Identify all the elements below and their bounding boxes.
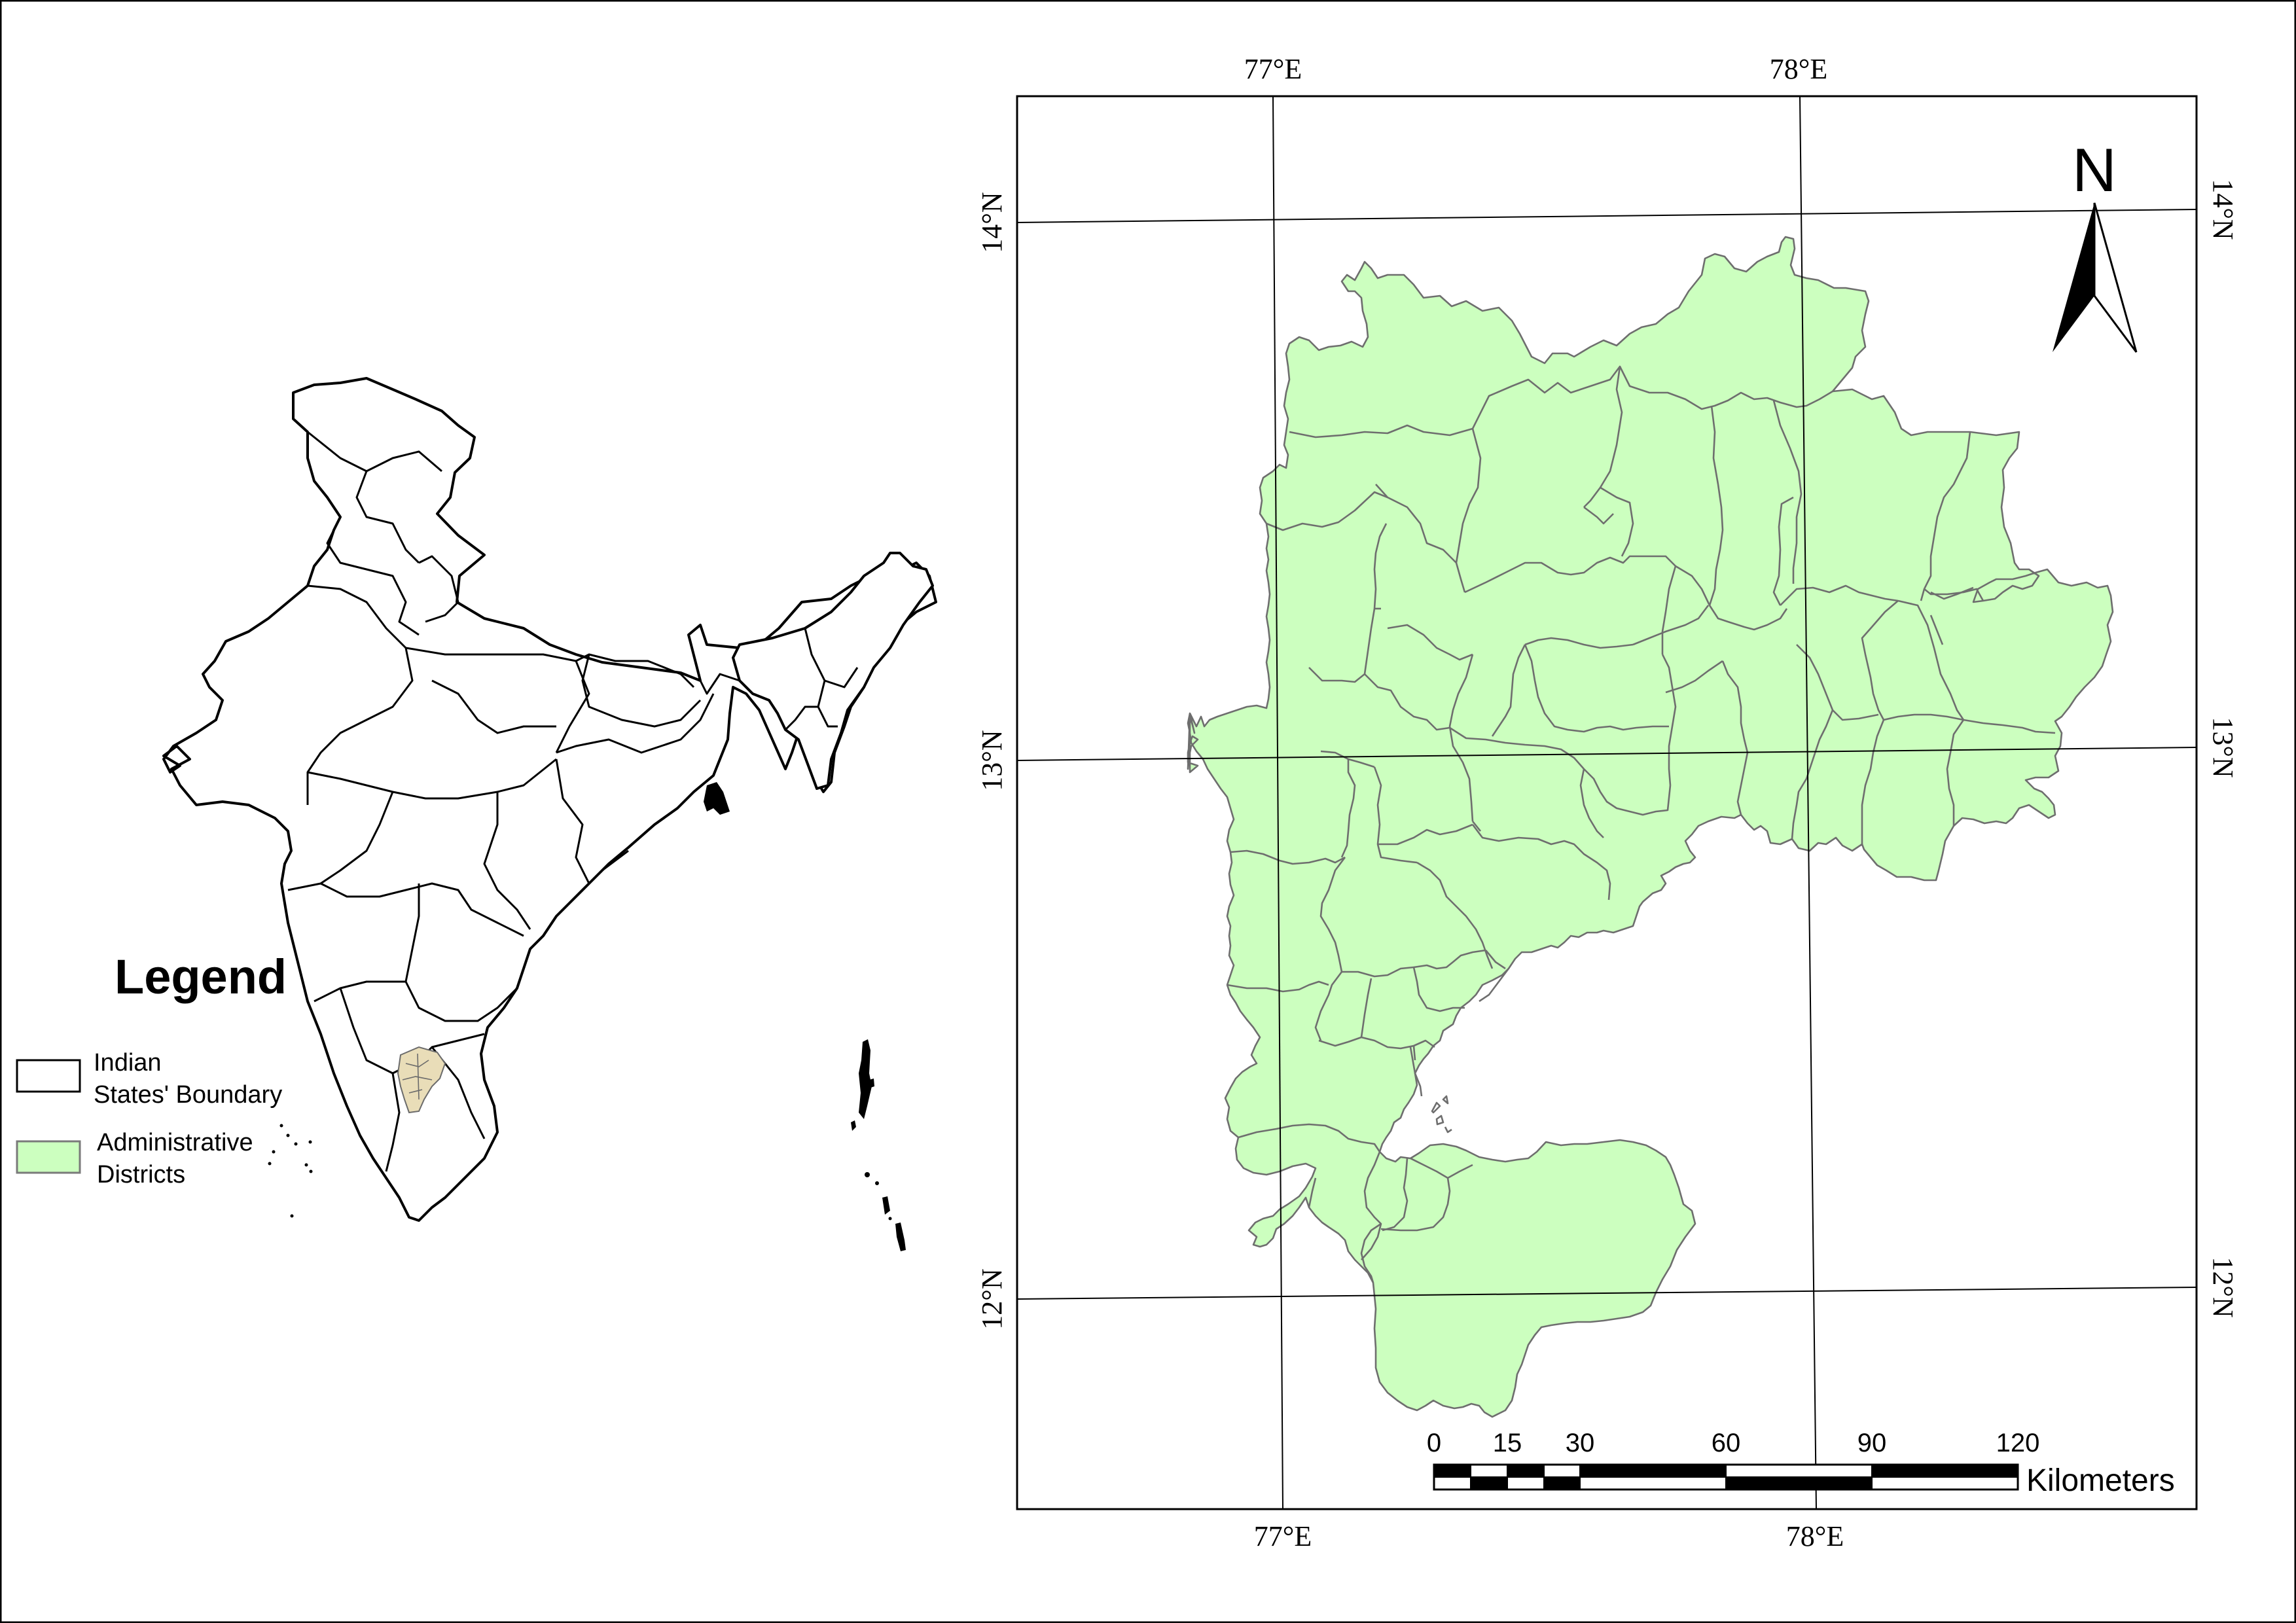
parallel-12n [1016, 1287, 2197, 1300]
legend-title: Legend [115, 950, 287, 1004]
legend-label-districts-line2: Districts [97, 1161, 185, 1188]
graticule-labels: 77°E 78°E 77°E 78°E 14°N 13°N 12°N 14°N … [976, 53, 2239, 1552]
scale-tick-60: 60 [1712, 1429, 1741, 1457]
scale-bar: 0 15 30 60 90 120 Kilometers [1427, 1429, 2175, 1498]
legend-label-districts-line1: Administrative [97, 1129, 253, 1156]
parallel-13n [1016, 747, 2197, 761]
meridian-77e [1272, 96, 1283, 1510]
lakshadweep-islands [268, 1124, 313, 1218]
scale-tick-90: 90 [1857, 1429, 1887, 1457]
state-boundaries [287, 431, 859, 1172]
north-arrow-right-half [2093, 202, 2138, 353]
right-label-12n: 12°N [2207, 1257, 2239, 1317]
left-label-13n: 13°N [976, 730, 1008, 791]
bottom-label-78e: 78°E [1786, 1520, 1844, 1552]
study-area-districts [1187, 236, 2114, 1418]
sundarbans-delta [704, 782, 730, 815]
district-boundaries [1227, 365, 2056, 1283]
north-arrow-left-half [2053, 203, 2094, 352]
left-label-14n: 14°N [976, 192, 1008, 253]
andaman-nicobar-islands [851, 1039, 906, 1251]
top-label-77e: 77°E [1244, 53, 1302, 85]
legend-label-states-line1: Indian [94, 1049, 162, 1077]
top-label-78e: 78°E [1770, 53, 1827, 85]
map-frame [1016, 95, 2198, 1510]
right-label-14n: 14°N [2207, 179, 2239, 240]
scale-tick-15: 15 [1493, 1429, 1522, 1457]
india-northeast [732, 552, 934, 790]
scale-tick-0: 0 [1427, 1429, 1441, 1457]
meridian-78e [1799, 96, 1817, 1510]
scale-tick-120: 120 [1996, 1429, 2040, 1457]
scale-unit-label: Kilometers [2026, 1463, 2175, 1498]
scale-tick-30: 30 [1566, 1429, 1595, 1457]
legend-swatch-districts [16, 1140, 81, 1174]
bottom-label-77e: 77°E [1254, 1520, 1312, 1552]
legend-swatch-states [16, 1059, 81, 1093]
parallel-14n [1016, 209, 2197, 223]
right-label-13n: 13°N [2207, 717, 2239, 777]
left-label-12n: 12°N [976, 1268, 1008, 1329]
study-area-highlight [397, 1046, 446, 1114]
india-locator-map [162, 377, 937, 1251]
north-arrow: N [2053, 135, 2138, 353]
graticule [1016, 96, 2197, 1510]
scale-tick-labels: 0 15 30 60 90 120 [1427, 1429, 2040, 1457]
district-map [1187, 236, 2114, 1418]
legend-label-states-line2: States' Boundary [94, 1081, 282, 1109]
legend: Legend Indian States' Boundary Administr… [16, 950, 287, 1188]
north-label: N [2072, 135, 2117, 204]
